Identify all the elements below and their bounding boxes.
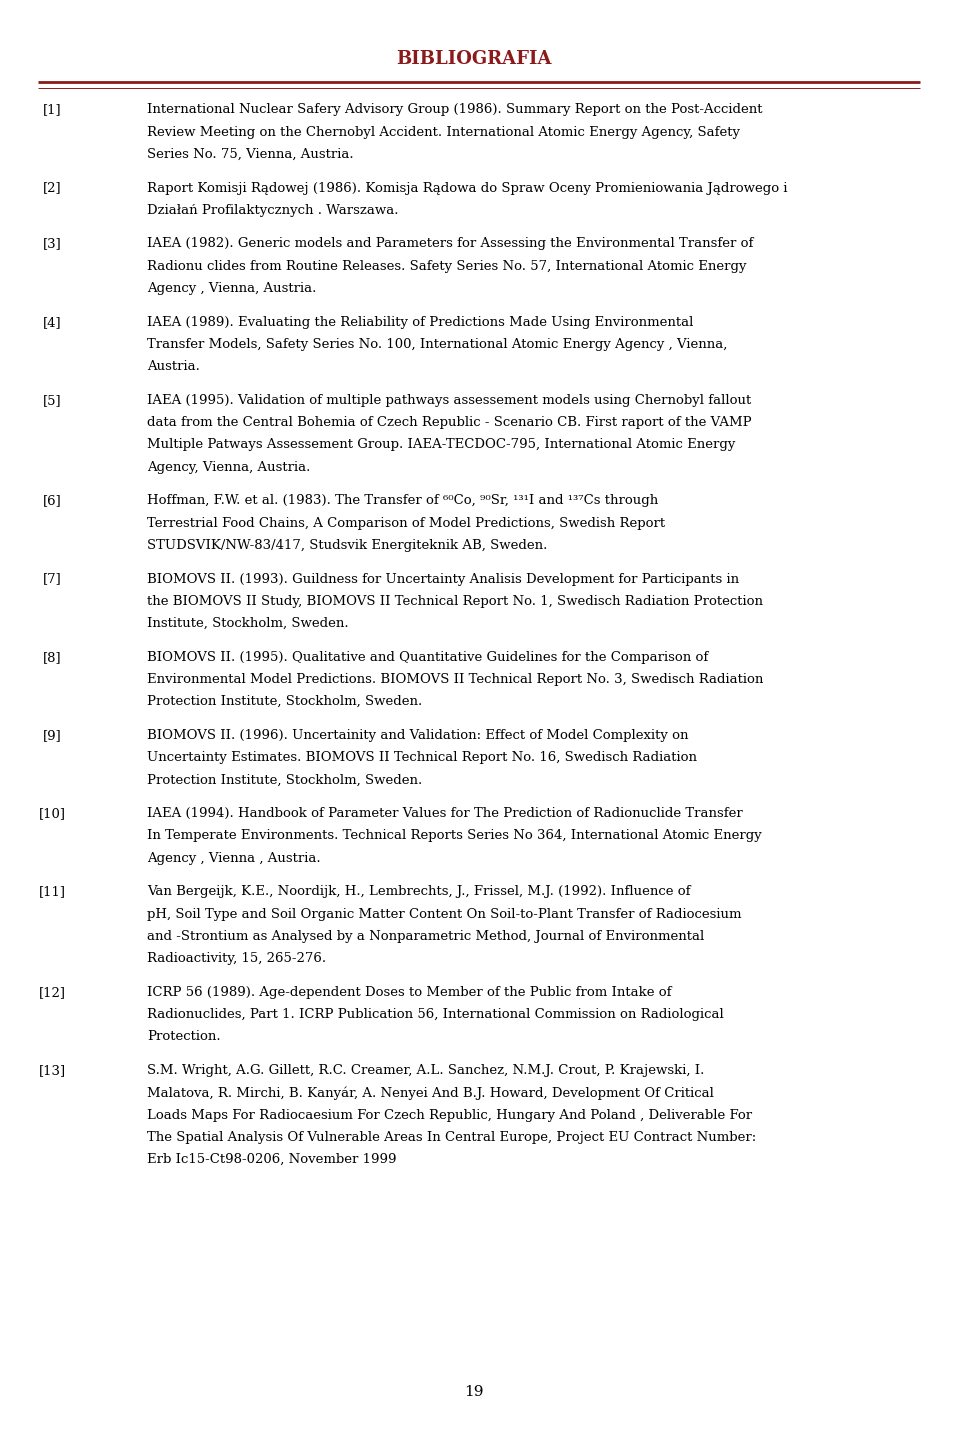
Text: Austria.: Austria. <box>147 360 200 373</box>
Text: International Nuclear Safery Advisory Group (1986). Summary Report on the Post-A: International Nuclear Safery Advisory Gr… <box>147 103 762 116</box>
Text: Hoffman, F.W. et al. (1983). The Transfer of ⁶⁰Co, ⁹⁰Sr, ¹³¹I and ¹³⁷Cs through: Hoffman, F.W. et al. (1983). The Transfe… <box>147 494 659 508</box>
Text: Raport Komisji Rądowej (1986). Komisja Rądowa do Spraw Oceny Promieniowania Jądr: Raport Komisji Rądowej (1986). Komisja R… <box>147 181 787 195</box>
Text: [8]: [8] <box>43 651 61 664</box>
Text: Radionuclides, Part 1. ICRP Publication 56, International Commission on Radiolog: Radionuclides, Part 1. ICRP Publication … <box>147 1007 724 1022</box>
Text: ICRP 56 (1989). Age-dependent Doses to Member of the Public from Intake of: ICRP 56 (1989). Age-dependent Doses to M… <box>147 986 671 999</box>
Text: Review Meeting on the Chernobyl Accident. International Atomic Energy Agency, Sa: Review Meeting on the Chernobyl Accident… <box>147 125 740 139</box>
Text: Agency , Vienna, Austria.: Agency , Vienna, Austria. <box>147 281 317 296</box>
Text: [3]: [3] <box>43 238 61 251</box>
Text: 19: 19 <box>465 1385 484 1399</box>
Text: [5]: [5] <box>43 393 61 408</box>
Text: the BIOMOVS II Study, BIOMOVS II Technical Report No. 1, Swedisch Radiation Prot: the BIOMOVS II Study, BIOMOVS II Technic… <box>147 594 763 608</box>
Text: IAEA (1995). Validation of multiple pathways assessement models using Chernobyl : IAEA (1995). Validation of multiple path… <box>147 393 752 408</box>
Text: [10]: [10] <box>38 806 65 821</box>
Text: [11]: [11] <box>38 885 65 898</box>
Text: [12]: [12] <box>38 986 65 999</box>
Text: [1]: [1] <box>43 103 61 116</box>
Text: In Temperate Environments. Technical Reports Series No 364, International Atomic: In Temperate Environments. Technical Rep… <box>147 829 761 842</box>
Text: Erb Ic15-Ct98-0206, November 1999: Erb Ic15-Ct98-0206, November 1999 <box>147 1154 396 1167</box>
Text: BIOMOVS II. (1993). Guildness for Uncertainty Analisis Development for Participa: BIOMOVS II. (1993). Guildness for Uncert… <box>147 573 739 585</box>
Text: Protection Institute, Stockholm, Sweden.: Protection Institute, Stockholm, Sweden. <box>147 696 422 709</box>
Text: IAEA (1989). Evaluating the Reliability of Predictions Made Using Environmental: IAEA (1989). Evaluating the Reliability … <box>147 316 693 329</box>
Text: Multiple Patways Assessement Group. IAEA-TECDOC-795, International Atomic Energy: Multiple Patways Assessement Group. IAEA… <box>147 439 735 452</box>
Text: Uncertainty Estimates. BIOMOVS II Technical Report No. 16, Swedisch Radiation: Uncertainty Estimates. BIOMOVS II Techni… <box>147 752 697 765</box>
Text: Malatova, R. Mirchi, B. Kanyár, A. Nenyei And B.J. Howard, Development Of Critic: Malatova, R. Mirchi, B. Kanyár, A. Nenye… <box>147 1086 714 1099</box>
Text: The Spatial Analysis Of Vulnerable Areas In Central Europe, Project EU Contract : The Spatial Analysis Of Vulnerable Areas… <box>147 1131 756 1144</box>
Text: Agency , Vienna , Austria.: Agency , Vienna , Austria. <box>147 852 321 865</box>
Text: STUDSVIK/NW-83/417, Studsvik Energiteknik AB, Sweden.: STUDSVIK/NW-83/417, Studsvik Energitekni… <box>147 540 547 552</box>
Text: [7]: [7] <box>43 573 61 585</box>
Text: [9]: [9] <box>43 729 61 742</box>
Text: Environmental Model Predictions. BIOMOVS II Technical Report No. 3, Swedisch Rad: Environmental Model Predictions. BIOMOVS… <box>147 673 763 686</box>
Text: Radioactivity, 15, 265-276.: Radioactivity, 15, 265-276. <box>147 953 326 966</box>
Text: Terrestrial Food Chains, A Comparison of Model Predictions, Swedish Report: Terrestrial Food Chains, A Comparison of… <box>147 517 665 530</box>
Text: Transfer Models, Safety Series No. 100, International Atomic Energy Agency , Vie: Transfer Models, Safety Series No. 100, … <box>147 337 728 352</box>
Text: BIBLIOGRAFIA: BIBLIOGRAFIA <box>396 50 552 69</box>
Text: Institute, Stockholm, Sweden.: Institute, Stockholm, Sweden. <box>147 617 348 630</box>
Text: Protection Institute, Stockholm, Sweden.: Protection Institute, Stockholm, Sweden. <box>147 773 422 786</box>
Text: Agency, Vienna, Austria.: Agency, Vienna, Austria. <box>147 461 310 474</box>
Text: [2]: [2] <box>43 181 61 195</box>
Text: BIOMOVS II. (1995). Qualitative and Quantitative Guidelines for the Comparison o: BIOMOVS II. (1995). Qualitative and Quan… <box>147 651 708 664</box>
Text: BIOMOVS II. (1996). Uncertainity and Validation: Effect of Model Complexity on: BIOMOVS II. (1996). Uncertainity and Val… <box>147 729 688 742</box>
Text: Radionu clides from Routine Releases. Safety Series No. 57, International Atomic: Radionu clides from Routine Releases. Sa… <box>147 260 747 273</box>
Text: [6]: [6] <box>43 494 61 508</box>
Text: Protection.: Protection. <box>147 1030 221 1043</box>
Text: pH, Soil Type and Soil Organic Matter Content On Soil-to-Plant Transfer of Radio: pH, Soil Type and Soil Organic Matter Co… <box>147 908 741 921</box>
Text: [4]: [4] <box>43 316 61 329</box>
Text: IAEA (1994). Handbook of Parameter Values for The Prediction of Radionuclide Tra: IAEA (1994). Handbook of Parameter Value… <box>147 806 743 821</box>
Text: IAEA (1982). Generic models and Parameters for Assessing the Environmental Trans: IAEA (1982). Generic models and Paramete… <box>147 238 754 251</box>
Text: and -Strontium as Analysed by a Nonparametric Method, Journal of Environmental: and -Strontium as Analysed by a Nonparam… <box>147 930 705 943</box>
Text: Series No. 75, Vienna, Austria.: Series No. 75, Vienna, Austria. <box>147 148 353 161</box>
Text: Van Bergeijk, K.E., Noordijk, H., Lembrechts, J., Frissel, M.J. (1992). Influenc: Van Bergeijk, K.E., Noordijk, H., Lembre… <box>147 885 690 898</box>
Text: Loads Maps For Radiocaesium For Czech Republic, Hungary And Poland , Deliverable: Loads Maps For Radiocaesium For Czech Re… <box>147 1108 752 1122</box>
Text: [13]: [13] <box>38 1065 65 1078</box>
Text: Działań Profilaktycznych . Warszawa.: Działań Profilaktycznych . Warszawa. <box>147 204 398 217</box>
Text: data from the Central Bohemia of Czech Republic - Scenario CB. First raport of t: data from the Central Bohemia of Czech R… <box>147 416 752 429</box>
Text: S.M. Wright, A.G. Gillett, R.C. Creamer, A.L. Sanchez, N.M.J. Crout, P. Krajewsk: S.M. Wright, A.G. Gillett, R.C. Creamer,… <box>147 1065 705 1078</box>
